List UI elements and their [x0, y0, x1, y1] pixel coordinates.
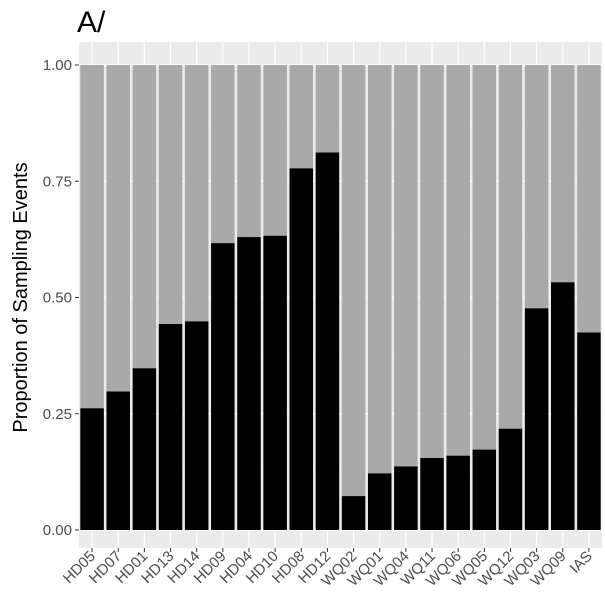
- bar-segment-wq09-0: [551, 282, 575, 530]
- bar-segment-hd08-0: [289, 168, 314, 531]
- bar-segment-hd13-0: [158, 324, 183, 530]
- x-tick-label: IAS: [567, 548, 596, 577]
- bar-segment-wq02-0: [341, 496, 366, 530]
- bar-segment-hd08-1: [289, 65, 314, 169]
- bar-segment-wq01-1: [367, 65, 392, 474]
- bar-segment-ias-0: [577, 332, 601, 530]
- y-tick-label: 0.00: [43, 522, 72, 539]
- x-axis: HD05HD07HD01HD13HD14HD09HD04HD10HD08HD12…: [60, 548, 596, 590]
- bar-segment-hd10-0: [263, 235, 287, 530]
- bar-segment-hd14-0: [184, 321, 209, 530]
- bar-segment-hd04-1: [237, 65, 261, 238]
- bar-segment-wq05-0: [472, 449, 497, 530]
- bar-segment-wq11-1: [420, 65, 444, 458]
- bar-segment-hd09-1: [211, 65, 235, 244]
- y-tick-label: 0.50: [43, 290, 72, 307]
- bars: [80, 65, 601, 531]
- bar-segment-wq01-0: [367, 473, 392, 530]
- bar-segment-hd07-1: [106, 65, 130, 392]
- bar-segment-hd13-1: [158, 65, 183, 325]
- bar-segment-hd07-0: [106, 391, 130, 530]
- bar-segment-wq06-1: [446, 65, 470, 456]
- bar-segment-hd12-0: [315, 152, 340, 531]
- y-axis: 0.00 0.25 0.50 0.75 1.00: [43, 57, 79, 539]
- bar-segment-hd05-0: [80, 408, 104, 530]
- bar-segment-hd04-0: [237, 237, 261, 531]
- y-tick-label: 1.00: [43, 57, 72, 74]
- bar-segment-wq04-0: [394, 466, 418, 530]
- y-tick-label: 0.25: [43, 406, 72, 423]
- bar-segment-wq12-0: [498, 428, 523, 530]
- bar-segment-hd10-1: [263, 65, 287, 236]
- bar-segment-wq12-1: [498, 65, 523, 429]
- bar-segment-wq05-1: [472, 65, 497, 450]
- y-axis-label: Proportion of Sampling Events: [10, 162, 32, 432]
- bar-segment-hd09-0: [211, 243, 235, 530]
- bar-segment-hd05-1: [80, 65, 104, 409]
- bar-segment-hd14-1: [184, 65, 209, 322]
- bar-segment-wq09-1: [551, 65, 575, 283]
- bar-segment-wq03-1: [524, 65, 549, 309]
- bar-segment-wq06-0: [446, 455, 470, 530]
- chart-title: A/: [77, 6, 106, 39]
- bar-segment-hd12-1: [315, 65, 340, 153]
- y-tick-label: 0.75: [43, 173, 72, 190]
- bar-segment-hd01-1: [132, 65, 157, 369]
- bar-segment-wq04-1: [394, 65, 418, 467]
- bar-segment-wq11-0: [420, 457, 444, 530]
- bar-segment-wq03-0: [524, 308, 549, 530]
- bar-segment-hd01-0: [132, 368, 157, 530]
- bar-segment-wq02-1: [341, 65, 366, 497]
- bar-segment-ias-1: [577, 65, 601, 333]
